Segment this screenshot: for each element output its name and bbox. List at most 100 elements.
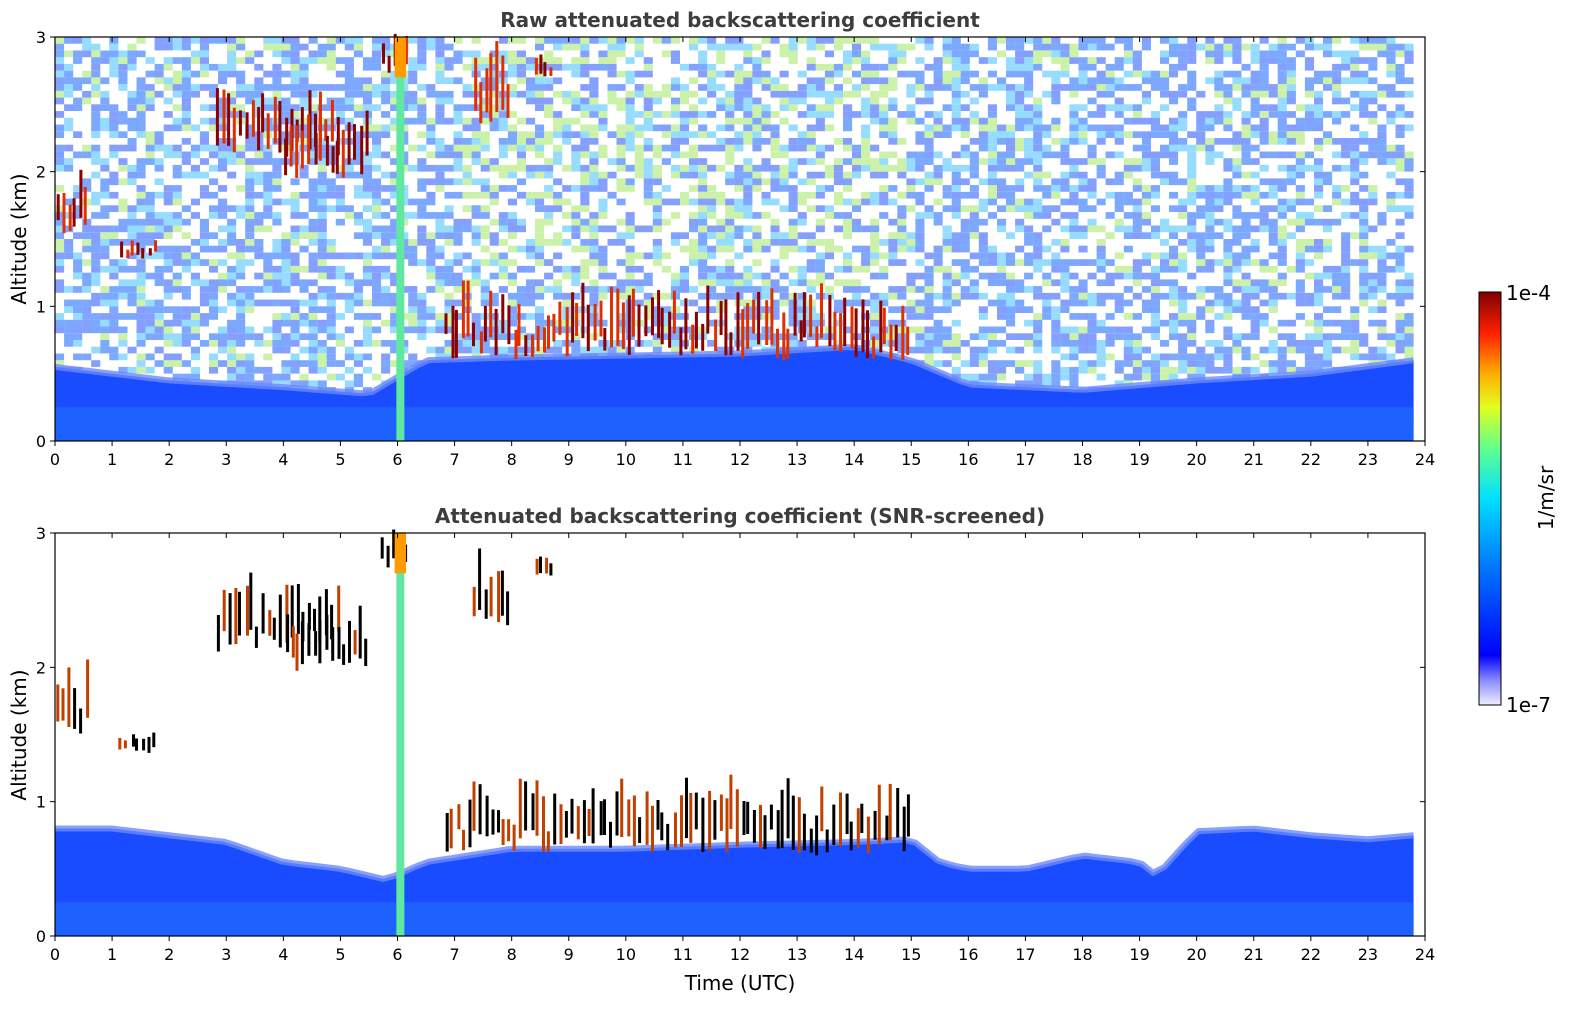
noise-cell bbox=[118, 366, 128, 374]
noise-cell bbox=[553, 279, 563, 287]
noise-cell bbox=[571, 151, 581, 159]
noise-cell bbox=[209, 286, 219, 293]
noise-cell bbox=[1060, 57, 1070, 64]
noise-cell bbox=[788, 43, 798, 51]
noise-cell bbox=[1015, 178, 1025, 186]
noise-cell bbox=[154, 265, 164, 273]
noise-cell bbox=[281, 259, 291, 266]
noise-cell bbox=[453, 164, 463, 172]
noise-cell bbox=[1214, 198, 1224, 206]
noise-cell bbox=[100, 104, 110, 111]
noise-cell bbox=[281, 43, 291, 51]
noise-cell bbox=[1178, 265, 1188, 273]
noise-cell bbox=[752, 70, 762, 78]
noise-cell bbox=[435, 111, 445, 118]
noise-cell bbox=[444, 151, 454, 159]
noise-cell bbox=[145, 232, 155, 239]
noise-cell bbox=[571, 117, 581, 125]
noise-cell bbox=[281, 333, 291, 340]
noise-cell bbox=[444, 144, 454, 152]
noise-cell bbox=[698, 265, 708, 273]
noise-cell bbox=[1024, 205, 1034, 212]
noise-cell bbox=[562, 97, 572, 105]
noise-cell bbox=[725, 111, 735, 118]
noise-cell bbox=[716, 225, 726, 233]
noise-cell bbox=[670, 124, 680, 132]
noise-cell bbox=[127, 144, 137, 152]
noise-cell bbox=[969, 50, 979, 58]
noise-cell bbox=[833, 340, 843, 347]
noise-cell bbox=[471, 138, 481, 145]
noise-cell bbox=[1160, 37, 1170, 44]
noise-cell bbox=[281, 313, 291, 320]
noise-cell bbox=[480, 131, 490, 138]
noise-cell bbox=[272, 124, 282, 132]
noise-cell bbox=[1150, 353, 1160, 361]
noise-cell bbox=[598, 50, 608, 58]
noise-cell bbox=[109, 191, 119, 199]
noise-cell bbox=[1051, 185, 1061, 192]
noise-cell bbox=[1196, 306, 1206, 313]
noise-cell bbox=[1042, 151, 1052, 159]
noise-cell bbox=[136, 117, 146, 125]
noise-cell bbox=[335, 252, 345, 260]
noise-cell bbox=[544, 212, 554, 219]
noise-cell bbox=[788, 292, 798, 300]
noise-cell bbox=[625, 97, 635, 105]
noise-cell bbox=[997, 50, 1007, 58]
noise-cell bbox=[335, 218, 345, 226]
noise-cell bbox=[1250, 84, 1260, 91]
noise-cell bbox=[951, 333, 961, 340]
noise-cell bbox=[498, 252, 508, 260]
noise-cell bbox=[707, 245, 717, 253]
noise-cell bbox=[725, 198, 735, 206]
noise-cell bbox=[489, 63, 499, 71]
noise-cell bbox=[209, 245, 219, 253]
noise-cell bbox=[362, 158, 372, 165]
noise-cell bbox=[82, 299, 92, 307]
noise-cell bbox=[779, 144, 789, 152]
noise-cell bbox=[181, 333, 191, 340]
noise-cell bbox=[1114, 151, 1124, 159]
noise-cell bbox=[1042, 37, 1052, 44]
noise-cell bbox=[924, 178, 934, 186]
noise-cell bbox=[1051, 205, 1061, 212]
noise-cell bbox=[861, 259, 871, 266]
noise-cell bbox=[915, 164, 925, 172]
noise-cell bbox=[390, 272, 400, 280]
noise-cell bbox=[1015, 37, 1025, 44]
noise-cell bbox=[933, 340, 943, 347]
noise-cell bbox=[308, 259, 318, 266]
noise-cell bbox=[245, 218, 255, 226]
noise-cell bbox=[553, 326, 563, 334]
noise-cell bbox=[1150, 164, 1160, 172]
noise-cell bbox=[752, 171, 762, 179]
noise-cell bbox=[535, 104, 545, 111]
noise-cell bbox=[1006, 272, 1016, 280]
noise-cell bbox=[725, 117, 735, 125]
noise-cell bbox=[317, 198, 327, 206]
noise-cell bbox=[978, 333, 988, 340]
noise-cell bbox=[435, 279, 445, 287]
noise-cell bbox=[634, 37, 644, 44]
noise-cell bbox=[181, 306, 191, 313]
noise-cell bbox=[426, 272, 436, 280]
noise-cell bbox=[381, 239, 391, 246]
noise-cell bbox=[1205, 326, 1215, 334]
noise-cell bbox=[752, 212, 762, 219]
noise-cell bbox=[1241, 144, 1251, 152]
noise-cell bbox=[408, 286, 418, 293]
noise-cell bbox=[190, 171, 200, 179]
noise-cell bbox=[607, 171, 617, 179]
panel-raw-heatmap bbox=[54, 33, 1414, 441]
noise-cell bbox=[1033, 205, 1043, 212]
noise-cell bbox=[1078, 205, 1088, 212]
noise-cell bbox=[1150, 326, 1160, 334]
noise-cell bbox=[1015, 70, 1025, 78]
noise-cell bbox=[843, 265, 853, 273]
noise-cell bbox=[698, 205, 708, 212]
noise-cell bbox=[770, 232, 780, 239]
noise-cell bbox=[317, 218, 327, 226]
noise-cell bbox=[544, 218, 554, 226]
noise-cell bbox=[326, 346, 336, 354]
